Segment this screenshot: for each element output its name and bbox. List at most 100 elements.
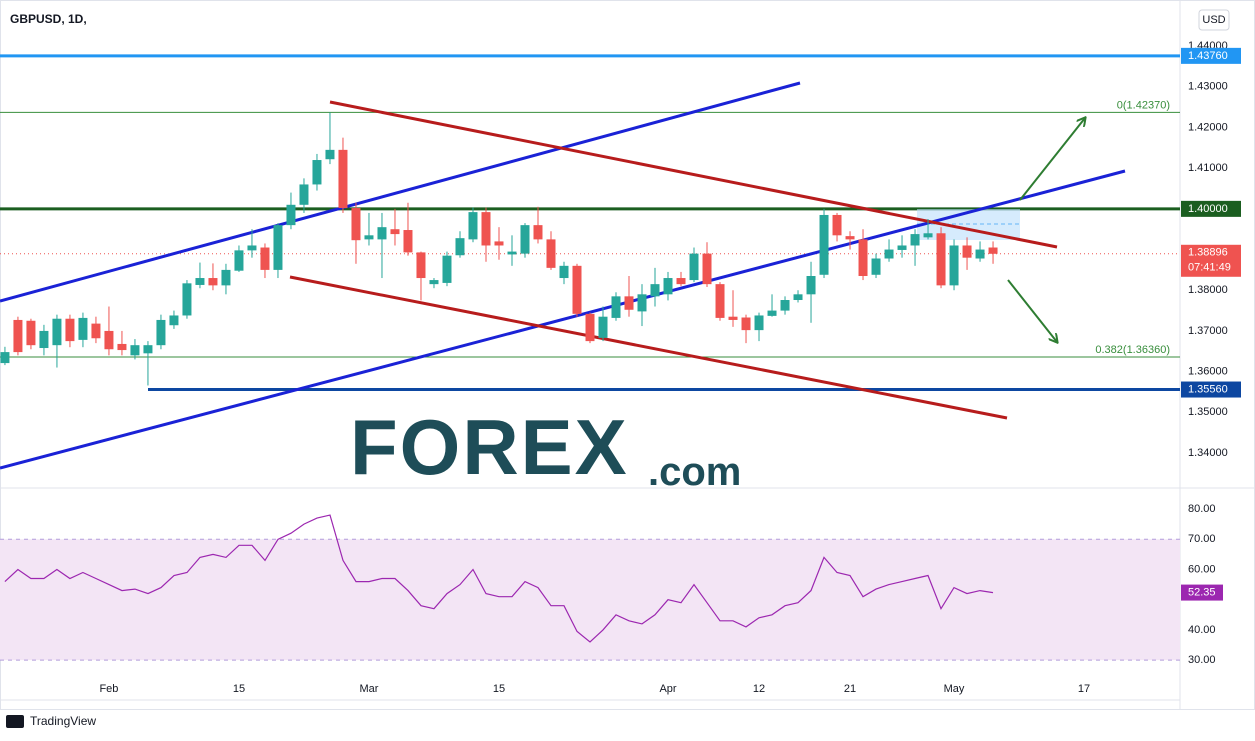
candle-body <box>338 149 348 209</box>
y-tick-label: 1.43000 <box>1188 81 1228 93</box>
candle-body <box>208 278 218 286</box>
x-tick-label: 15 <box>493 683 505 695</box>
arrow-down <box>1007 279 1057 342</box>
candle-body <box>481 212 491 246</box>
arrow-up <box>1019 118 1085 201</box>
over-layer <box>4 514 994 643</box>
candle-body <box>221 269 231 286</box>
rsi-value-box <box>1181 584 1223 601</box>
candle-body <box>39 330 49 349</box>
candle-body <box>780 300 790 311</box>
candle-body <box>637 294 647 312</box>
candle-body <box>533 225 543 240</box>
candle-body <box>286 204 296 226</box>
y-tick-label: 1.41000 <box>1188 162 1228 174</box>
currency[interactable]: USD <box>1202 14 1225 26</box>
x-tick-label: 15 <box>233 683 245 695</box>
candle-body <box>377 227 387 240</box>
trend-line <box>0 169 1126 470</box>
candle-body <box>13 319 23 353</box>
x-tick-label: Apr <box>659 683 676 695</box>
candle-body <box>65 318 75 342</box>
last-price-box <box>1181 244 1241 277</box>
level-label-box <box>1181 381 1241 398</box>
rsi-value: 52.35 <box>1188 586 1216 598</box>
level-label: 1.43760 <box>1188 50 1228 62</box>
candle-body <box>702 253 712 285</box>
logo: FOREX <box>350 403 629 491</box>
candle-body <box>975 249 985 259</box>
candle-body <box>897 245 907 250</box>
candle-body <box>858 239 868 277</box>
candle-body <box>195 278 205 285</box>
candle-body <box>52 318 62 346</box>
candle-body <box>650 284 660 297</box>
candle-body <box>325 149 335 160</box>
candle-body <box>962 245 972 258</box>
x-tick-label: 12 <box>753 683 765 695</box>
candle-body <box>299 184 309 205</box>
candle-body <box>130 345 140 356</box>
level-label: 0(1.42370) <box>1117 99 1170 111</box>
candle-body <box>936 233 946 286</box>
candle-body <box>351 208 361 241</box>
y-tick-label: 1.37000 <box>1188 325 1228 337</box>
brand[interactable]: TradingView <box>30 714 96 728</box>
candle-body <box>715 284 725 318</box>
candle-body <box>611 296 621 318</box>
x-tick-label: Feb <box>99 683 118 695</box>
symbol-title: GBPUSD, 1D, <box>10 12 87 26</box>
candle-body <box>442 255 452 283</box>
currency-box[interactable] <box>1198 9 1230 31</box>
candle-body <box>871 258 881 275</box>
candle-body <box>494 241 504 246</box>
candle-body <box>260 247 270 270</box>
trend-line <box>0 81 801 303</box>
candle-body <box>988 247 998 254</box>
y-tick-label: 1.35000 <box>1188 406 1228 418</box>
rsi-tick-label: 70.00 <box>1188 533 1216 545</box>
candle-body <box>546 239 556 268</box>
candle-body <box>182 283 192 316</box>
candle-body <box>767 310 777 316</box>
trend-line <box>289 275 1008 420</box>
candle-body <box>273 225 283 270</box>
candle-body <box>689 253 699 281</box>
candle-body <box>676 278 686 285</box>
rsi-tick-label: 40.00 <box>1188 624 1216 636</box>
brand-icon <box>6 715 24 728</box>
level-label: 0.382(1.36360) <box>1095 344 1170 356</box>
y-tick-label: 1.38000 <box>1188 284 1228 296</box>
rsi-tick-label: 60.00 <box>1188 563 1216 575</box>
rsi-line <box>4 514 994 643</box>
candle-body <box>793 294 803 301</box>
trend-line <box>329 100 1058 249</box>
candle-body <box>26 320 36 346</box>
candle-body <box>559 265 569 279</box>
candle-body <box>520 225 530 254</box>
logo-suffix: .com <box>648 450 741 494</box>
candle-body <box>884 249 894 259</box>
candle-body <box>156 319 166 346</box>
candle-body <box>91 323 101 339</box>
level-label-box <box>1181 47 1241 64</box>
candle-body <box>169 315 179 326</box>
candle-body <box>585 313 595 342</box>
candle-body <box>832 214 842 236</box>
candle-body <box>468 212 478 240</box>
candle-body <box>754 315 764 331</box>
x-tick-label: May <box>944 683 965 695</box>
candle-body <box>117 343 127 351</box>
candle-body <box>312 160 322 185</box>
y-tick-label: 1.36000 <box>1188 366 1228 378</box>
candle-body <box>741 317 751 331</box>
candle-body <box>429 280 439 285</box>
candle-body <box>390 229 400 235</box>
candle-body <box>247 245 257 251</box>
candle-body <box>455 238 465 256</box>
candle-body <box>728 316 738 320</box>
level-label: 1.40000 <box>1188 203 1228 215</box>
candle-body <box>234 250 244 271</box>
candle-body <box>572 265 582 314</box>
